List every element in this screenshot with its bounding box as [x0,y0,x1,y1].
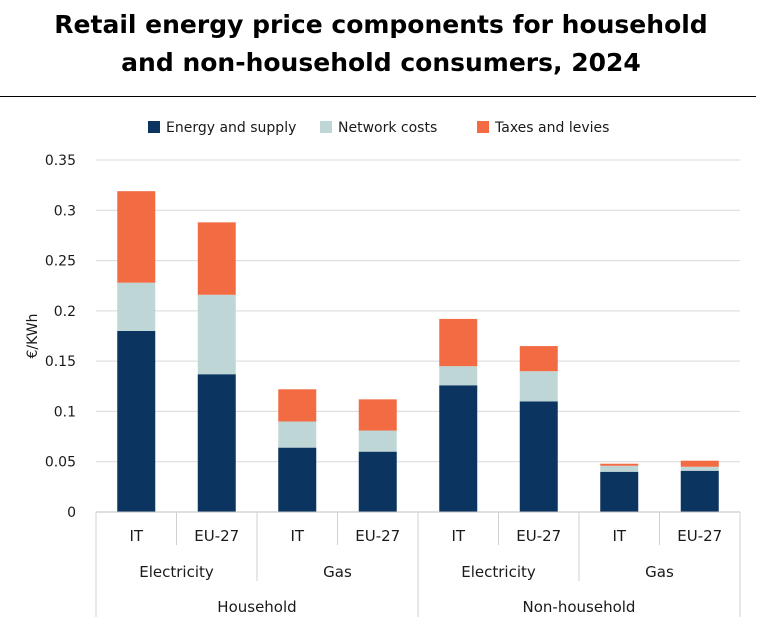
x-tick-label: EU-27 [355,527,400,545]
bar-segment-network-costs [600,465,639,472]
bar-segment-network-costs [439,366,478,386]
y-tick-label: 0.3 [54,203,76,219]
y-axis-label: €/KWh [25,313,41,358]
legend-swatch [320,121,332,133]
x-tick-label: IT [290,527,304,545]
y-tick-label: 0.35 [45,153,76,169]
x-group-label: Gas [645,563,674,581]
bar-segment-taxes-and-levies [117,191,156,283]
x-tick-label: EU-27 [516,527,561,545]
y-tick-label: 0.25 [45,254,76,270]
bar-segment-network-costs [358,430,397,452]
x-tick-label: IT [129,527,143,545]
bar-segment-taxes-and-levies [358,399,397,431]
chart-title-line2: and non-household consumers, 2024 [121,48,641,77]
chart-title-line1: Retail energy price components for house… [54,10,708,39]
bar-segment-taxes-and-levies [680,460,719,467]
x-tick-label: IT [612,527,626,545]
bar-segment-energy-and-supply [439,385,478,512]
legend-swatch [148,121,160,133]
x-group-label: Electricity [139,563,214,581]
bar-segment-taxes-and-levies [278,389,317,422]
bar-segment-network-costs [680,466,719,471]
bar-segment-taxes-and-levies [439,318,478,367]
bar-segment-energy-and-supply [600,471,639,512]
bar-segment-energy-and-supply [278,447,317,512]
bar-segment-network-costs [197,294,236,375]
title-divider [0,96,756,97]
bar-segment-network-costs [117,282,156,331]
bar-segment-network-costs [519,371,558,402]
x-group-label: Gas [323,563,352,581]
x-tick-label: IT [451,527,465,545]
y-tick-label: 0 [67,505,76,521]
bar-segment-energy-and-supply [197,374,236,512]
x-tick-label: EU-27 [194,527,239,545]
bar-segment-taxes-and-levies [197,222,236,295]
legend-label: Energy and supply [166,120,296,136]
chart-title: Retail energy price components for house… [0,6,762,82]
bar-segment-taxes-and-levies [519,346,558,372]
y-tick-label: 0.15 [45,354,76,370]
legend-swatch [477,121,489,133]
y-tick-label: 0.1 [54,404,76,420]
x-supergroup-label: Non-household [523,598,636,616]
y-tick-label: 0.05 [45,455,76,471]
x-group-label: Electricity [461,563,536,581]
bar-segment-energy-and-supply [680,470,719,512]
bar-segment-network-costs [278,421,317,448]
legend-label: Taxes and levies [494,120,609,136]
x-supergroup-label: Household [217,598,296,616]
bar-segment-energy-and-supply [519,401,558,512]
bar-segment-energy-and-supply [117,330,156,512]
y-tick-label: 0.2 [54,304,76,320]
legend-label: Network costs [338,120,437,136]
bar-segment-taxes-and-levies [600,463,639,466]
bar-segment-energy-and-supply [358,451,397,512]
x-tick-label: EU-27 [677,527,722,545]
